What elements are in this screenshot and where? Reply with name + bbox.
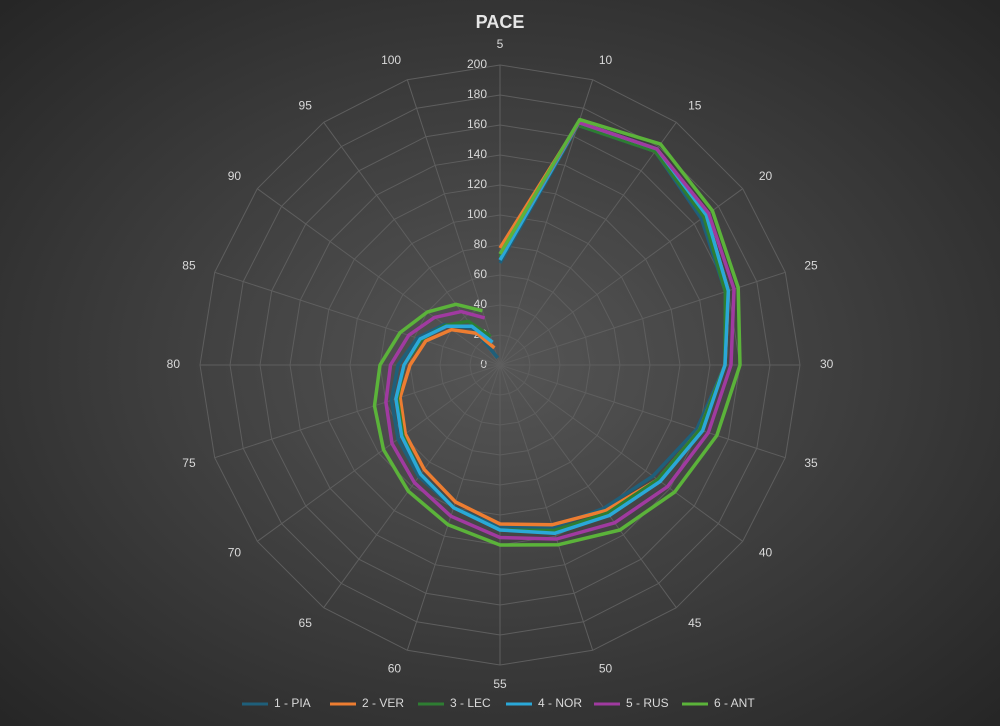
category-label: 100: [381, 53, 401, 67]
r-tick-label: 0: [480, 357, 487, 371]
category-label: 35: [804, 456, 818, 470]
spoke: [499, 364, 786, 459]
spoke: [257, 364, 501, 542]
legend-label: 1 - PIA: [274, 696, 311, 710]
series-line: [384, 120, 736, 541]
series-line: [389, 123, 728, 530]
series-line: [394, 120, 731, 536]
spoke: [323, 364, 501, 608]
legend-label: 6 - ANT: [714, 696, 755, 710]
chart-title: PACE: [476, 12, 525, 32]
r-tick-label: 120: [467, 177, 487, 191]
category-label: 55: [493, 677, 507, 691]
category-label: 80: [167, 357, 181, 371]
r-tick-label: 180: [467, 87, 487, 101]
spoke: [499, 364, 594, 651]
category-label: 50: [599, 662, 613, 676]
category-label: 5: [497, 37, 504, 51]
category-label: 60: [388, 662, 402, 676]
grid: 0204060801001201401601802005101520253035…: [167, 37, 834, 691]
category-label: 30: [820, 357, 834, 371]
r-tick-label: 100: [467, 207, 487, 221]
category-label: 20: [759, 169, 773, 183]
category-label: 85: [182, 258, 196, 272]
spoke: [214, 271, 501, 366]
category-label: 75: [182, 456, 196, 470]
legend-label: 2 - VER: [362, 696, 404, 710]
plot: [372, 117, 742, 547]
category-label: 70: [228, 545, 242, 559]
r-tick-label: 140: [467, 147, 487, 161]
category-label: 90: [228, 169, 242, 183]
category-label: 95: [299, 98, 313, 112]
category-label: 40: [759, 545, 773, 559]
legend: 1 - PIA 2 - VER 3 - LEC 4 - NOR 5 - RUS 6 - A…: [242, 696, 755, 710]
r-tick-label: 60: [474, 267, 488, 281]
legend-label: 4 - NOR: [538, 696, 582, 710]
spoke: [257, 188, 501, 366]
category-label: 45: [688, 616, 702, 630]
r-tick-label: 160: [467, 117, 487, 131]
spoke: [499, 364, 677, 608]
r-tick-label: 80: [474, 237, 488, 251]
legend-label: 5 - RUS: [626, 696, 669, 710]
category-label: 25: [804, 258, 818, 272]
category-label: 65: [299, 616, 313, 630]
spoke: [499, 364, 743, 542]
spoke: [499, 122, 677, 366]
legend-label: 3 - LEC: [450, 696, 491, 710]
series-line: [372, 117, 742, 547]
r-tick-label: 200: [467, 57, 487, 71]
category-label: 10: [599, 53, 613, 67]
category-label: 15: [688, 98, 702, 112]
spoke: [214, 364, 501, 459]
